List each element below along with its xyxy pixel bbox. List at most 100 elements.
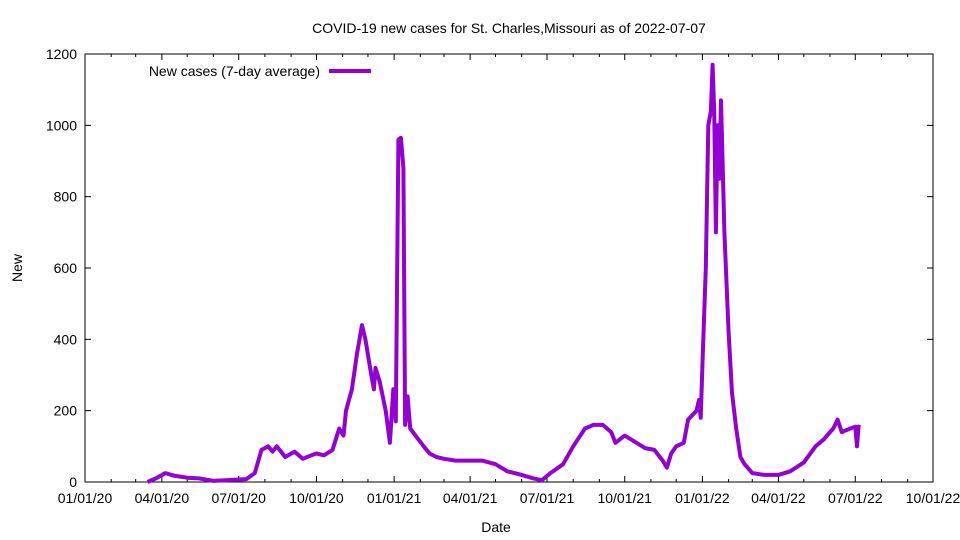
data-point [494,463,496,465]
data-point [402,167,404,169]
y-tick-label: 0 [69,474,77,490]
data-point [155,477,157,479]
series-group [146,62,861,484]
data-point [224,479,226,481]
data-point [718,178,720,180]
data-point [302,458,304,460]
data-point [763,474,765,476]
data-point [717,124,719,126]
data-point [653,449,655,451]
data-point [361,324,363,326]
data-point [409,428,411,429]
data-point [700,417,702,419]
data-point [481,460,483,462]
x-tick-label: 04/01/21 [443,490,498,506]
data-point [735,428,737,429]
data-point [272,451,274,453]
data-point [712,64,714,66]
data-point [407,395,409,397]
data-point [429,452,431,454]
data-point [245,478,247,480]
data-point [147,481,149,483]
data-point [624,435,626,437]
x-tick-label: 10/01/22 [906,490,960,506]
data-point [837,419,839,421]
data-point [435,456,437,458]
plot-frame [84,53,934,483]
data-point [345,410,347,412]
data-point [416,436,418,438]
y-tick-label: 400 [54,331,78,347]
data-point [698,399,700,401]
data-point [186,477,188,479]
data-point [212,480,214,482]
x-tick-label: 01/01/21 [367,490,422,506]
data-point [198,477,200,479]
data-point [696,410,698,412]
data-point [803,461,805,463]
data-point [375,367,377,369]
data-point [506,470,508,472]
x-tick-label: 10/01/20 [289,490,344,506]
data-point [549,472,551,474]
data-point [423,445,425,447]
data-point [662,460,664,462]
x-tick-label: 10/01/21 [597,490,652,506]
x-tick-label: 01/01/22 [675,490,730,506]
data-point [858,424,860,426]
data-point [723,231,725,233]
legend-label: New cases (7-day average) [149,63,320,79]
data-point [744,463,746,465]
data-point [683,442,685,444]
data-point [385,410,387,412]
data-point [164,472,166,474]
data-point [739,456,741,458]
data-point [373,388,375,390]
data-point [323,454,325,456]
x-axis-label: Date [481,519,511,535]
x-tick-label: 04/01/22 [751,490,806,506]
x-axis-ticks: 01/01/20 04/01/20 07/01/20 10/01/20 01/01/21… [58,54,960,506]
data-point [455,460,457,462]
legend: New cases (7-day average) [149,63,371,79]
data-point [592,424,594,426]
x-tick-label: 01/01/20 [58,490,113,506]
data-point [815,445,817,447]
data-point [728,331,730,333]
data-point [666,467,668,469]
data-point [370,374,372,376]
data-point [715,231,717,233]
data-point [841,431,843,433]
data-point [379,381,381,383]
data-point [254,472,256,474]
chart-title: COVID-19 new cases for St. Charles,Misso… [312,20,706,36]
data-point [443,458,445,460]
data-point [713,110,715,112]
data-point [469,460,471,462]
y-tick-label: 200 [54,403,78,419]
data-point [389,442,391,444]
data-point [521,474,523,476]
data-point [261,449,263,451]
data-point [400,137,402,139]
data-point [395,420,397,422]
x-tick-label: 07/01/22 [828,490,883,506]
data-point [284,456,286,458]
y-tick-label: 600 [54,260,78,276]
data-point [636,442,638,444]
data-point [720,99,722,101]
data-point [338,428,340,429]
data-point [789,470,791,472]
data-point [702,338,704,340]
data-point [829,431,831,433]
data-point [310,454,312,456]
data-point [541,479,543,481]
data-point [854,426,856,428]
data-point [404,424,406,426]
data-point [392,388,394,390]
y-axis-label: New [9,253,25,282]
data-point [777,474,779,476]
data-point [562,463,564,465]
data-point [356,353,358,355]
